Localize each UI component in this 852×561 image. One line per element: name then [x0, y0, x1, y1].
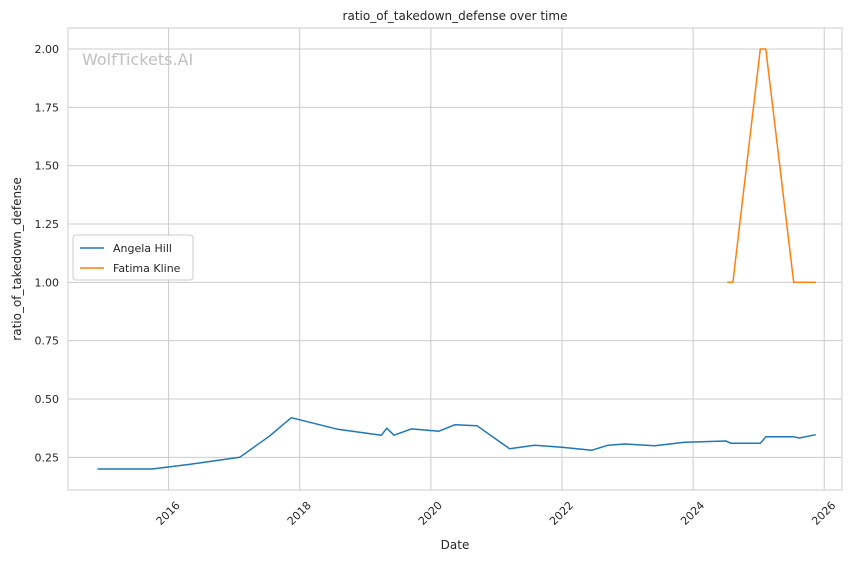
series-lines — [97, 48, 816, 470]
legend: Angela Hill Fatima Kline — [72, 234, 194, 281]
y-tick-label: 0.50 — [35, 393, 60, 406]
y-tick-label: 1.00 — [35, 276, 60, 289]
series-line-fatima-kline — [727, 48, 816, 284]
y-axis-label: ratio_of_takedown_defense — [10, 177, 24, 340]
y-tick-label: 1.25 — [35, 218, 60, 231]
series-line-angela-hill — [97, 416, 816, 470]
y-tick-label: 2.00 — [35, 43, 60, 56]
y-tick-label: 0.75 — [35, 335, 60, 348]
x-axis-label: Date — [441, 538, 470, 552]
y-tick-label: 0.25 — [35, 451, 60, 464]
grid — [68, 28, 842, 490]
y-tick-label: 1.75 — [35, 101, 60, 114]
legend-label-angela-hill: Angela Hill — [113, 242, 172, 255]
y-tick-label: 1.50 — [35, 160, 60, 173]
legend-label-fatima-kline: Fatima Kline — [113, 262, 181, 275]
watermark: WolfTickets.AI — [82, 50, 193, 69]
chart-title: ratio_of_takedown_defense over time — [343, 9, 568, 23]
plot-frame — [67, 27, 843, 491]
